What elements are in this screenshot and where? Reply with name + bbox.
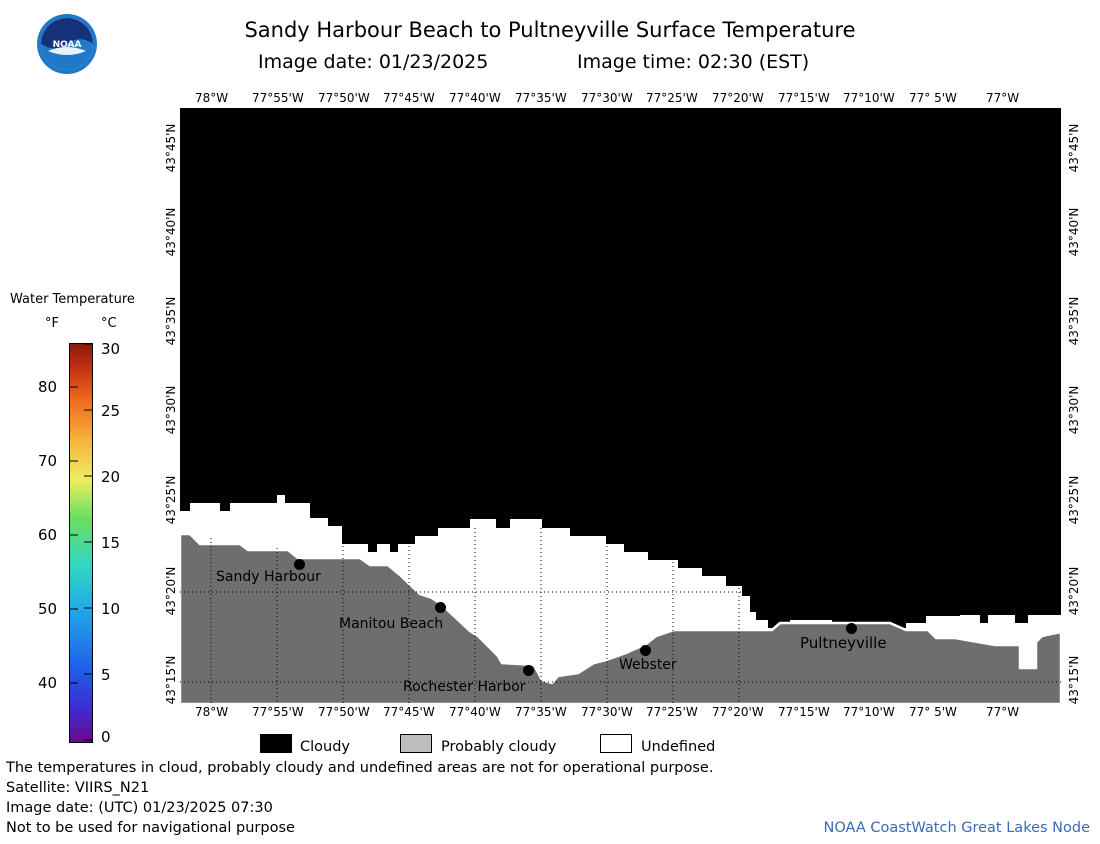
graticule	[180, 528, 1061, 704]
lon-label-bottom: 78°W	[195, 705, 229, 719]
lon-label-bottom: 77°40'W	[449, 705, 501, 719]
image-time: Image time: 02:30 (EST)	[577, 51, 810, 73]
place-label-webster: Webster	[619, 657, 677, 673]
lon-label-bottom: 77°10'W	[843, 705, 895, 719]
lat-label-right: 43°30'N	[1067, 386, 1081, 435]
colorbar-f-tick: 50	[38, 600, 58, 618]
colorbar-c-tick: 5	[101, 666, 111, 684]
colorbar-f-tick: 60	[38, 526, 58, 544]
land-area	[180, 532, 1061, 704]
lat-label-left: 43°20'N	[164, 567, 178, 616]
colorbar-c-tick: 20	[101, 468, 121, 486]
legend-swatch-undefined	[600, 734, 632, 753]
lat-labels-left: 43°45'N 43°40'N 43°35'N 43°30'N 43°25'N …	[164, 124, 178, 705]
lat-label-right: 43°15'N	[1067, 656, 1081, 705]
legend-label-cloudy: Cloudy	[300, 739, 350, 755]
map-panel[interactable]	[180, 108, 1061, 704]
lon-label-top: 77°W	[986, 91, 1020, 105]
legend-swatch-cloudy	[260, 734, 292, 753]
lat-labels-right: 43°45'N 43°40'N 43°35'N 43°30'N 43°25'N …	[1067, 124, 1081, 705]
lat-label-right: 43°40'N	[1067, 208, 1081, 257]
lon-label-top: 77°45'W	[383, 91, 435, 105]
lon-label-bottom: 77°15'W	[778, 705, 830, 719]
lat-label-left: 43°15'N	[164, 656, 178, 705]
page-title: Sandy Harbour Beach to Pultneyville Surf…	[244, 18, 856, 42]
place-marker	[294, 559, 305, 570]
lon-label-bottom: 77°25'W	[646, 705, 698, 719]
colorbar-c-tick: 30	[101, 340, 121, 358]
colorbar-unit-f: °F	[45, 316, 59, 331]
colorbar-c-tick: 15	[101, 534, 121, 552]
lat-label-right: 43°25'N	[1067, 476, 1081, 525]
lat-label-left: 43°25'N	[164, 476, 178, 525]
lat-label-left: 43°30'N	[164, 386, 178, 435]
lon-label-top: 77°15'W	[778, 91, 830, 105]
lon-label-top: 77°50'W	[318, 91, 370, 105]
lon-label-top: 77°40'W	[449, 91, 501, 105]
lon-label-top: 77°25'W	[646, 91, 698, 105]
image-date: Image date: 01/23/2025	[258, 51, 489, 73]
place-label-manitou-beach: Manitou Beach	[339, 616, 444, 632]
lon-label-bottom: 77°30'W	[581, 705, 633, 719]
lon-label-top: 77°55'W	[252, 91, 304, 105]
lat-label-left: 43°35'N	[164, 297, 178, 346]
colorbar-c-tick: 25	[101, 402, 121, 420]
lon-label-top: 77°35'W	[515, 91, 567, 105]
colorbar-title: Water Temperature	[10, 292, 135, 307]
lon-label-top: 77°20'W	[712, 91, 764, 105]
colorbar-c-tick: 0	[101, 728, 111, 746]
lon-label-top: 77°10'W	[843, 91, 895, 105]
satellite-text: Satellite: VIIRS_N21	[6, 780, 150, 796]
lon-label-top: 77°30'W	[581, 91, 633, 105]
legend-label-probably-cloudy: Probably cloudy	[441, 739, 557, 755]
credit-text: NOAA CoastWatch Great Lakes Node	[823, 820, 1090, 836]
lat-label-right: 43°20'N	[1067, 567, 1081, 616]
lon-label-bottom: 77° 5'W	[909, 705, 957, 719]
colorbar-f-tick: 40	[38, 674, 58, 692]
colorbar-unit-c: °C	[101, 316, 117, 331]
lat-label-right: 43°45'N	[1067, 124, 1081, 173]
lon-label-top: 78°W	[195, 91, 229, 105]
place-marker	[846, 623, 857, 634]
place-marker	[435, 602, 446, 613]
place-label-pultneyville: Pultneyville	[800, 634, 887, 652]
colorbar	[69, 343, 93, 743]
lon-label-bottom: 77°35'W	[515, 705, 567, 719]
legend-swatch-probably-cloudy	[400, 734, 432, 753]
place-label-sandy-harbour: Sandy Harbour	[216, 569, 321, 585]
lat-label-left: 43°40'N	[164, 208, 178, 257]
place-marker	[640, 645, 651, 656]
noaa-logo-icon: NOAA	[36, 13, 98, 75]
noaa-logo-text: NOAA	[53, 40, 82, 50]
lon-label-bottom: 77°50'W	[318, 705, 370, 719]
colorbar-f-tick: 70	[38, 452, 58, 470]
lon-label-bottom: 77°45'W	[383, 705, 435, 719]
colorbar-f-tick: 80	[38, 378, 58, 396]
utc-date-text: Image date: (UTC) 01/23/2025 07:30	[6, 800, 273, 816]
place-label-rochester-harbor: Rochester Harbor	[403, 679, 526, 695]
disclaimer-text: The temperatures in cloud, probably clou…	[6, 760, 714, 776]
lat-label-right: 43°35'N	[1067, 297, 1081, 346]
lon-label-bottom: 77°W	[986, 705, 1020, 719]
legend-label-undefined: Undefined	[641, 739, 716, 755]
place-marker	[523, 665, 534, 676]
lon-label-bottom: 77°20'W	[712, 705, 764, 719]
lon-label-bottom: 77°55'W	[252, 705, 304, 719]
colorbar-c-tick: 10	[101, 600, 121, 618]
lat-label-left: 43°45'N	[164, 124, 178, 173]
nav-warning-text: Not to be used for navigational purpose	[6, 820, 295, 836]
lon-label-top: 77° 5'W	[909, 91, 957, 105]
